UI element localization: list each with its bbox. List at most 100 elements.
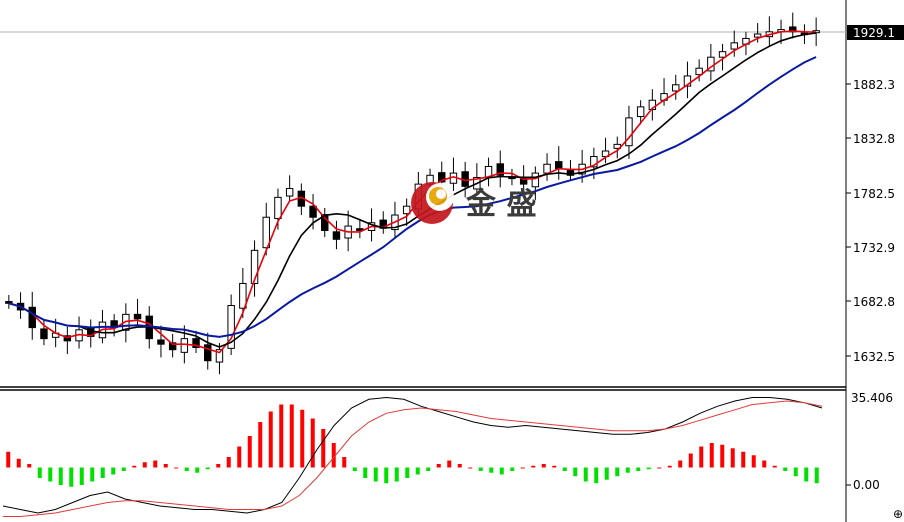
histogram-bar-negative: [48, 467, 53, 482]
histogram-bar-positive: [16, 458, 21, 468]
histogram-bar-negative: [394, 467, 399, 482]
histogram-bar-negative: [583, 467, 588, 482]
histogram-bar-positive: [688, 453, 693, 468]
histogram-bar-positive: [447, 460, 452, 468]
histogram-bar-positive: [174, 467, 179, 469]
histogram-bar-positive: [552, 465, 557, 468]
histogram-bar-positive: [751, 455, 756, 468]
candle-down: [309, 205, 317, 218]
histogram-bar-negative: [415, 467, 420, 475]
candle-up: [262, 216, 270, 249]
candle-down: [28, 306, 36, 329]
histogram-bar-positive: [153, 460, 158, 468]
histogram-bar-positive: [27, 464, 32, 468]
histogram-bar-positive: [720, 444, 725, 468]
histogram-bar-negative: [90, 467, 95, 482]
histogram-bar-positive: [237, 446, 242, 468]
histogram-bar-positive: [321, 429, 326, 468]
y-tick-label: 1882.3: [853, 78, 895, 92]
ma-mid-line: [8, 32, 817, 348]
histogram-bar-negative: [100, 467, 105, 478]
candle-down: [168, 342, 177, 351]
histogram-bar-negative: [646, 467, 651, 470]
histogram-bar-negative: [783, 467, 788, 471]
indicator-y-axis: 35.406 0.00: [846, 391, 893, 492]
histogram-bar-positive: [300, 409, 305, 468]
candle-up: [590, 156, 598, 168]
candle-down: [438, 172, 446, 183]
candle-up: [543, 163, 551, 174]
histogram-bar-negative: [636, 467, 641, 471]
histogram-bar-negative: [195, 467, 200, 473]
candle-up: [695, 67, 703, 76]
y-tick-label: 1682.8: [853, 295, 895, 309]
histogram-bar-negative: [363, 467, 368, 478]
candle-down: [157, 339, 165, 345]
histogram-bar-negative: [499, 467, 504, 475]
candle-up: [274, 196, 282, 220]
candle-up: [683, 75, 692, 87]
candle-up: [215, 349, 224, 363]
histogram-bar-negative: [426, 467, 431, 471]
candle-up: [625, 117, 633, 147]
histogram-bar-positive: [678, 460, 683, 468]
histogram-bar-positive: [226, 457, 231, 468]
histogram-bar-positive: [289, 404, 294, 468]
histogram-bar-negative: [111, 467, 116, 475]
histogram-bar-negative: [373, 467, 378, 482]
histogram-bar-negative: [489, 467, 494, 473]
candle-down: [332, 231, 341, 240]
histogram-bar-positive: [520, 467, 525, 469]
indicator-y-tick-label: 0.00: [853, 478, 880, 492]
histogram-bar-positive: [667, 465, 672, 468]
histogram-bar-negative: [814, 467, 819, 484]
histogram-bar-negative: [405, 467, 410, 478]
histogram-bar-positive: [247, 436, 252, 468]
histogram-bar-positive: [258, 422, 263, 468]
candle-up: [239, 282, 247, 309]
histogram-bar-positive: [132, 465, 137, 468]
histogram-bar-negative: [510, 467, 515, 471]
histogram-bar-positive: [772, 465, 777, 468]
histogram-bar-negative: [625, 467, 630, 473]
histogram-bar-negative: [573, 467, 578, 477]
histogram-bar-positive: [6, 451, 11, 468]
y-tick-label: 1632.5: [853, 350, 895, 364]
histogram-bar-positive: [279, 404, 284, 468]
histogram-bar-positive: [531, 465, 536, 468]
histogram-bar-negative: [478, 467, 483, 471]
histogram-bar-negative: [793, 467, 798, 477]
indicator-signal-red-line: [3, 400, 823, 517]
histogram-bar-positive: [468, 467, 473, 469]
histogram-bar-negative: [615, 467, 620, 477]
histogram-bar-positive: [142, 462, 147, 468]
histogram-bar-positive: [709, 443, 714, 468]
candle-down: [204, 344, 212, 362]
candle-down: [133, 313, 142, 320]
histogram-bar-negative: [384, 467, 389, 484]
histogram-bar-negative: [58, 467, 63, 485]
jinsheng-logo-icon: [411, 182, 454, 224]
histogram-bar-positive: [310, 418, 315, 468]
histogram-bar-negative: [604, 467, 609, 480]
candle-up: [227, 305, 235, 349]
histogram-bar-positive: [657, 467, 662, 469]
candle-up: [285, 188, 294, 197]
candle-down: [555, 161, 563, 170]
current-price-tag: 1929.1: [847, 25, 904, 40]
candle-up: [718, 51, 727, 58]
histogram-bar-positive: [457, 464, 462, 468]
indicator-y-tick-label: 35.406: [851, 391, 893, 405]
histogram-bar-positive: [541, 464, 546, 468]
y-tick-label: 1832.8: [853, 132, 895, 146]
candle-up: [402, 205, 411, 215]
histogram-bar-negative: [594, 467, 599, 484]
candlestick-series: [5, 12, 820, 375]
candle-up: [531, 172, 540, 188]
histogram-bar-positive: [216, 464, 221, 468]
histogram-bar-positive: [331, 443, 336, 468]
histogram-bar-negative: [37, 467, 42, 478]
ma-slow-line: [8, 56, 817, 338]
candle-up: [730, 42, 738, 50]
